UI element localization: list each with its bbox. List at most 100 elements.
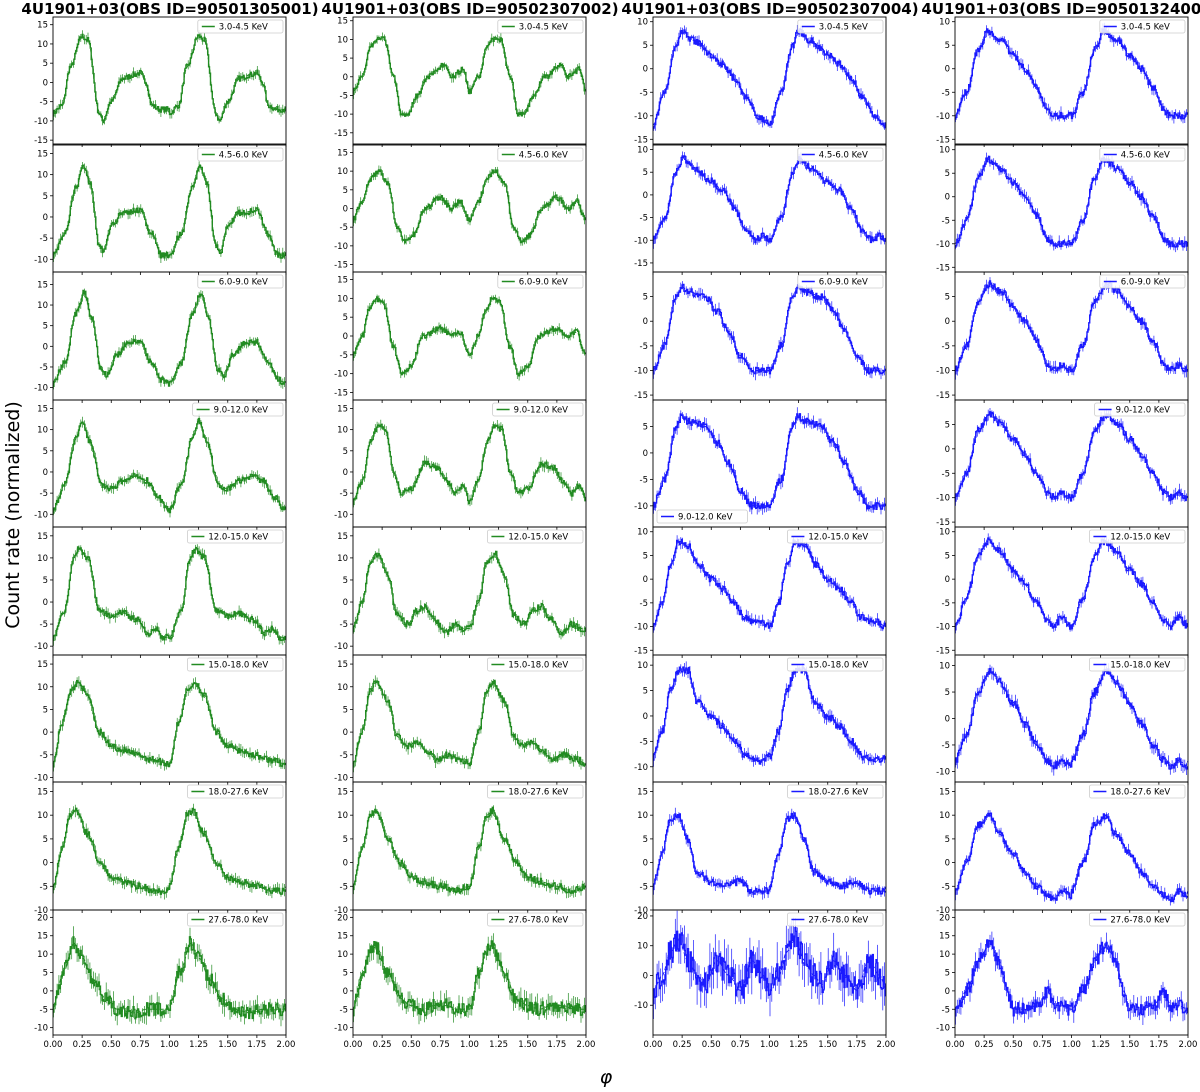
y-tick-label: -10 bbox=[334, 906, 348, 916]
legend-box bbox=[1089, 784, 1186, 799]
x-tick-label: 0.50 bbox=[102, 1040, 121, 1050]
panel-frame bbox=[52, 399, 287, 528]
legend-box bbox=[1099, 147, 1186, 162]
legend-label: 6.0-9.0 KeV bbox=[1121, 278, 1170, 288]
legend-box bbox=[486, 529, 584, 544]
legend: 4.5-6.0 KeV bbox=[797, 147, 884, 162]
y-tick-label: 10 bbox=[37, 683, 48, 693]
data-series-line bbox=[53, 33, 286, 124]
legend-box bbox=[197, 147, 284, 162]
panel-12.0-15.0 KeV: -15 -10 -5 0 5 10 12.0-15.0 KeV bbox=[634, 526, 887, 658]
x-tick-label: 0.50 bbox=[702, 1040, 721, 1050]
y-tick-label: 0 bbox=[343, 468, 348, 478]
x-axis-label: φ bbox=[600, 1066, 613, 1088]
y-tick-label: 5 bbox=[643, 41, 648, 51]
model-curve bbox=[352, 552, 586, 634]
panel-12.0-15.0 KeV: -10 -5 0 5 10 15 12.0-15.0 KeV bbox=[34, 526, 287, 658]
y-tick-label: 10 bbox=[637, 811, 648, 821]
panel-18.0-27.6 KeV: -10 -5 0 5 10 15 18.0-27.6 KeV bbox=[634, 781, 887, 916]
y-tick-label: -10 bbox=[334, 242, 348, 252]
panel-6.0-9.0 KeV: -15 -10 -5 0 5 6.0-9.0 KeV bbox=[634, 271, 887, 403]
y-tick-label: 15 bbox=[939, 787, 950, 797]
legend: 12.0-15.0 KeV bbox=[186, 529, 284, 544]
y-tick-label: -5 bbox=[40, 363, 48, 373]
legend-label: 9.0-12.0 KeV bbox=[678, 513, 733, 523]
x-tick-label: 1.50 bbox=[518, 1040, 537, 1050]
data-series-line bbox=[955, 411, 1188, 502]
legend: 27.6-78.0 KeV bbox=[486, 912, 584, 927]
y-tick-label: 5 bbox=[343, 447, 348, 457]
x-tick-label: 0.00 bbox=[344, 1040, 363, 1050]
data-series-line bbox=[653, 927, 886, 1005]
y-tick-label: 0 bbox=[945, 575, 950, 585]
y-tick-label: -5 bbox=[340, 489, 348, 499]
model-curve bbox=[954, 414, 1189, 499]
y-tick-label: -15 bbox=[34, 136, 48, 146]
y-tick-label: -5 bbox=[640, 475, 648, 485]
y-tick-label: 0 bbox=[343, 987, 348, 997]
y-tick-label: -15 bbox=[936, 646, 950, 656]
x-tick-label: 0.50 bbox=[402, 1040, 421, 1050]
legend-box bbox=[1089, 912, 1186, 927]
panel-15.0-18.0 KeV: -10 -5 0 5 10 15.0-18.0 KeV bbox=[936, 654, 1189, 785]
y-tick-label: 0 bbox=[343, 73, 348, 83]
x-tick-label: 0.25 bbox=[73, 1040, 92, 1050]
error-bars bbox=[653, 151, 885, 249]
y-tick-label: 10 bbox=[637, 146, 648, 156]
y-tick-label: -5 bbox=[340, 620, 348, 630]
y-tick-label: -10 bbox=[334, 370, 348, 380]
y-tick-label: -5 bbox=[640, 214, 648, 224]
legend-label: 6.0-9.0 KeV bbox=[819, 278, 868, 288]
legend: 15.0-18.0 KeV bbox=[1089, 657, 1186, 672]
y-tick-label: 10 bbox=[337, 294, 348, 304]
data-series-line bbox=[53, 289, 286, 387]
x-tick-label: 2.00 bbox=[277, 1040, 296, 1050]
x-tick-label: 1.75 bbox=[1149, 1040, 1168, 1050]
x-tick-label: 0.00 bbox=[44, 1040, 63, 1050]
y-tick-label: 15 bbox=[37, 280, 48, 290]
data-series-line bbox=[955, 280, 1188, 375]
x-tick-label: 1.25 bbox=[189, 1040, 208, 1050]
data-series-line bbox=[353, 940, 586, 1017]
panel-frame bbox=[52, 271, 287, 401]
data-series-line bbox=[955, 155, 1188, 248]
data-series-line bbox=[955, 812, 1188, 903]
y-tick-label: 0 bbox=[43, 598, 48, 608]
y-tick-label: 10 bbox=[337, 35, 348, 45]
y-tick-label: 10 bbox=[939, 811, 950, 821]
model-curve bbox=[352, 297, 587, 375]
panel-6.0-9.0 KeV: -15 -10 -5 0 5 10 15 6.0-9.0 KeV bbox=[334, 271, 587, 403]
data-series-line bbox=[955, 28, 1188, 120]
y-tick-label: 0 bbox=[643, 65, 648, 75]
panel-frame bbox=[352, 16, 587, 145]
error-bars bbox=[955, 533, 1187, 634]
y-tick-label: 5 bbox=[643, 422, 648, 432]
panel-frame bbox=[954, 909, 1189, 1036]
legend-label: 3.0-4.5 KeV bbox=[819, 23, 868, 33]
legend-box bbox=[797, 19, 884, 34]
y-tick-label: 10 bbox=[939, 18, 950, 28]
y-tick-label: 0 bbox=[945, 445, 950, 455]
y-tick-label: -5 bbox=[40, 98, 48, 108]
y-tick-label: -5 bbox=[640, 882, 648, 892]
legend-box bbox=[186, 912, 284, 927]
y-tick-label: -15 bbox=[334, 261, 348, 271]
model-curve bbox=[652, 415, 886, 507]
panel-9.0-12.0 KeV: -10 -5 0 5 10 15 9.0-12.0 KeV bbox=[34, 399, 287, 530]
y-tick-label: 15 bbox=[337, 276, 348, 286]
y-tick-label: -15 bbox=[634, 259, 648, 269]
model-curve bbox=[954, 670, 1189, 767]
y-tick-label: -15 bbox=[334, 129, 348, 139]
y-tick-label: 0 bbox=[945, 193, 950, 203]
y-tick-label: 15 bbox=[37, 149, 48, 159]
data-series-line bbox=[353, 806, 586, 894]
y-tick-label: 5 bbox=[343, 186, 348, 196]
y-tick-label: -10 bbox=[634, 623, 648, 633]
x-tick-label: 0.25 bbox=[975, 1040, 994, 1050]
x-tick-label: 0.00 bbox=[644, 1040, 663, 1050]
legend-box bbox=[197, 274, 284, 289]
error-bars bbox=[53, 413, 285, 518]
y-tick-label: 15 bbox=[37, 404, 48, 414]
error-bars bbox=[653, 661, 885, 767]
legend: 9.0-12.0 KeV bbox=[192, 402, 284, 417]
